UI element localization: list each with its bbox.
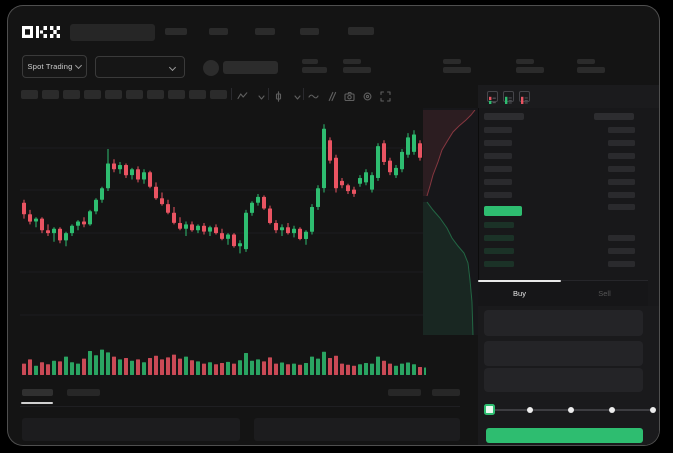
candlestick-chart[interactable] [20,108,426,380]
nav-item-placeholder[interactable] [209,28,228,35]
chevron-down-icon [168,63,177,72]
active-tab-indicator [478,280,561,282]
nav-item-placeholder[interactable] [300,28,319,35]
ask-price-placeholder[interactable] [484,127,512,133]
indicator-zigzag-icon[interactable] [237,89,248,100]
stat-label-placeholder [343,59,361,64]
timeframe-placeholder[interactable] [210,90,227,99]
orderbook-header-price [484,113,524,120]
nav-item-placeholder[interactable] [255,28,275,35]
stat-value-placeholder [302,67,327,73]
bid-price-placeholder[interactable] [484,235,514,241]
tab-buy[interactable]: Buy [513,289,526,298]
total-field-placeholder[interactable] [484,368,643,392]
mid-amount-placeholder [608,204,635,210]
timeframe-placeholder[interactable] [168,90,185,99]
timeframe-placeholder[interactable] [147,90,164,99]
tab-sell[interactable]: Sell [598,289,611,298]
book-asks-icon[interactable] [519,91,530,104]
depth-chart[interactable] [423,110,478,335]
timeframe-placeholder[interactable] [105,90,122,99]
ask-price-placeholder[interactable] [484,192,512,198]
ask-amount-placeholder [608,140,635,146]
app-screen: Spot Trading [7,5,660,446]
trade-tabs: Buy Sell [478,280,648,306]
ask-amount-placeholder [608,192,635,198]
gear-icon[interactable] [362,89,373,101]
amount-field-placeholder[interactable] [484,341,643,366]
slider-stop[interactable] [609,406,615,413]
timeframe-placeholder[interactable] [189,90,206,99]
bottom-action-placeholder[interactable] [432,389,460,396]
order-book [478,108,659,280]
mid-price-badge[interactable] [484,206,522,216]
fullscreen-icon[interactable] [380,89,391,102]
stat-value-placeholder [443,67,471,73]
timeframe-placeholder[interactable] [84,90,101,99]
bid-price-placeholder[interactable] [484,222,514,228]
bid-price-placeholder[interactable] [484,248,514,254]
timeframe-placeholder[interactable] [63,90,80,99]
chevron-down-icon [75,61,83,70]
market-type-label: Spot Trading [27,62,73,71]
line-wave-icon[interactable] [308,89,319,100]
open-orders-panel-placeholder [22,418,240,441]
global-search-placeholder[interactable] [70,24,155,41]
ask-amount-placeholder [608,153,635,159]
bid-amount-placeholder [608,248,635,254]
timeframe-placeholder[interactable] [126,90,143,99]
book-combined-icon[interactable] [487,91,498,104]
price-field-placeholder[interactable] [484,310,643,336]
stat-label-placeholder [577,59,595,64]
slider-stop[interactable] [650,406,656,413]
timeframe-placeholder[interactable] [42,90,59,99]
pair-selector-dropdown[interactable] [95,56,185,78]
stat-value-placeholder [577,67,605,73]
ask-price-placeholder[interactable] [484,140,512,146]
nav-item-placeholder[interactable] [165,28,187,35]
timeframe-placeholder[interactable] [21,90,38,99]
buy-submit-button[interactable] [486,428,643,443]
bid-amount-placeholder [608,235,635,241]
bottom-action-placeholder[interactable] [388,389,421,396]
chevron-down-icon[interactable] [292,90,303,101]
candle-style-icon[interactable] [273,89,284,102]
depth-pane-bg [423,108,478,335]
chevron-down-icon[interactable] [256,90,267,101]
stat-label-placeholder [516,59,534,64]
ask-amount-placeholder [608,166,635,172]
compare-slashes-icon[interactable] [326,89,337,102]
pair-name-placeholder [223,61,278,74]
slider-stop[interactable] [527,406,533,413]
coin-icon [203,60,219,76]
okx-logo [22,26,60,38]
stat-value-placeholder [343,67,371,73]
market-type-dropdown[interactable]: Spot Trading [22,55,87,78]
ask-amount-placeholder [608,179,635,185]
orderbook-header-amount [594,113,634,120]
book-bids-icon[interactable] [503,91,514,104]
slider-handle[interactable] [484,404,495,415]
bottom-tab-placeholder[interactable] [67,389,100,396]
stat-value-placeholder [516,67,544,73]
order-history-panel-placeholder [254,418,460,441]
amount-slider[interactable] [484,403,656,417]
ask-price-placeholder[interactable] [484,166,512,172]
ask-amount-placeholder [608,127,635,133]
bid-price-placeholder[interactable] [484,261,514,267]
bottom-tab-underline [21,402,53,404]
stat-label-placeholder [302,59,318,64]
nav-item-placeholder[interactable] [348,27,374,35]
bottom-tab-placeholder[interactable] [22,389,53,396]
stat-label-placeholder [443,59,461,64]
bid-amount-placeholder [608,261,635,267]
bottom-divider [20,406,460,407]
ask-price-placeholder[interactable] [484,153,512,159]
ask-price-placeholder[interactable] [484,179,512,185]
slider-stop[interactable] [568,406,574,413]
camera-icon[interactable] [344,89,355,102]
